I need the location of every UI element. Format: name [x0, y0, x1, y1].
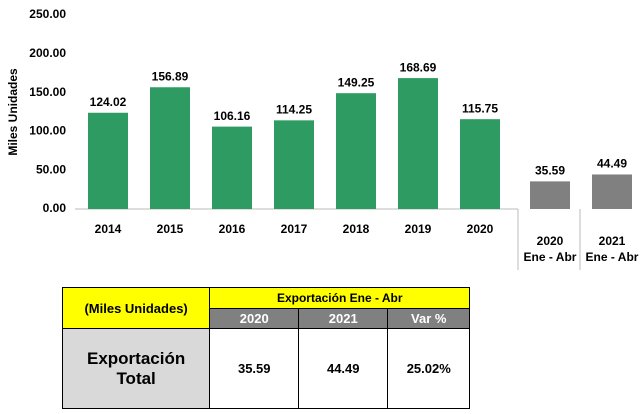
chart: Miles Unidades 0.00 50.00 100.00 150.00 200.… [6, 7, 639, 270]
bar [150, 87, 190, 209]
row-label: Exportación Total [61, 328, 211, 409]
x-tick-label: 2017 [281, 222, 308, 236]
cell: 35.59 [209, 328, 300, 409]
bar [212, 126, 252, 209]
period-label: Ene - Abr [524, 250, 577, 264]
bar [530, 181, 570, 209]
bar [88, 112, 128, 209]
value-label: 35.59 [535, 164, 565, 178]
x-tick-label: 2016 [219, 222, 246, 236]
bar [274, 120, 314, 209]
summary-table: (Miles Unidades) Exportación Ene - Abr 2… [61, 287, 471, 409]
column-header: Var % [387, 308, 471, 329]
x-tick-label: 2015 [157, 222, 184, 236]
x-tick-label: 2021 [599, 234, 626, 248]
y-tick-label: 50.00 [36, 162, 66, 176]
value-label: 168.69 [400, 60, 437, 74]
period-label: Ene - Abr [586, 250, 639, 264]
x-tick-label: 2020 [537, 234, 564, 248]
bar [336, 93, 376, 209]
value-label: 149.25 [338, 75, 375, 89]
x-tick-label: 2018 [343, 222, 370, 236]
y-tick-label: 150.00 [29, 85, 66, 99]
value-label: 124.02 [90, 95, 127, 109]
cell: 44.49 [298, 328, 389, 409]
x-tick-label: 2014 [95, 222, 122, 236]
value-label: 115.75 [462, 101, 498, 115]
y-tick-label: 0.00 [43, 201, 67, 215]
unit-header: (Miles Unidades) [61, 287, 211, 329]
y-tick-label: 250.00 [29, 7, 66, 21]
group-header: Exportación Ene - Abr [209, 287, 471, 309]
y-tick-label: 200.00 [29, 46, 66, 60]
x-tick-label: 2019 [405, 222, 432, 236]
column-header: 2020 [209, 308, 300, 329]
value-label: 106.16 [214, 109, 251, 123]
column-header: 2021 [298, 308, 389, 329]
value-label: 156.89 [152, 69, 189, 83]
bar [592, 174, 632, 209]
cell: 25.02% [387, 328, 471, 409]
bar [460, 119, 500, 209]
x-tick-label: 2020 [467, 222, 494, 236]
value-label: 44.49 [597, 157, 627, 171]
bar [398, 78, 438, 209]
y-axis-label: Miles Unidades [6, 68, 20, 156]
y-tick-label: 100.00 [29, 124, 66, 138]
value-label: 114.25 [276, 103, 312, 117]
